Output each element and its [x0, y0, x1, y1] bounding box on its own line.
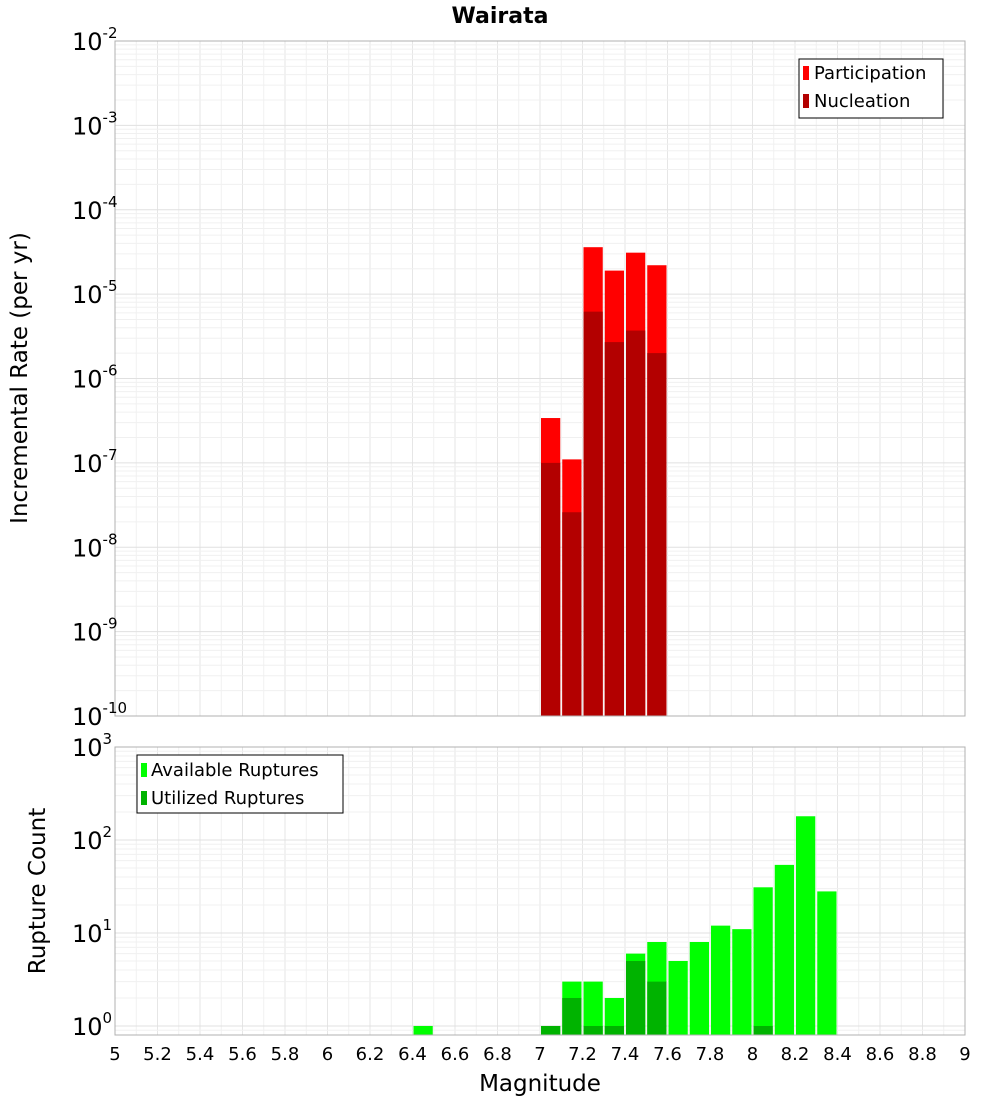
- count-panel: 103 102 101 100 5 5.2 5.4 5.6 5.8 6 6.2 6.4 6.6 6.8 7…: [25, 730, 971, 1097]
- count-bars: [413, 816, 837, 1035]
- rate-gridlines: [114, 40, 966, 717]
- rate-y-tick-label: 10-3: [72, 108, 118, 140]
- available-ruptures-bar: [604, 997, 624, 1035]
- utilized-ruptures-bar: [626, 960, 646, 1035]
- chart-title: Wairata: [452, 4, 549, 29]
- rate-y-tick-label: 10-7: [72, 446, 118, 478]
- count-y-tick-label: 102: [72, 823, 112, 855]
- magnitude-x-tick-label: 8.2: [781, 1044, 810, 1065]
- magnitude-x-axis-label: Magnitude: [479, 1071, 601, 1097]
- nucleation-legend-swatch: [803, 94, 809, 108]
- rate-y-tick-label: 10-9: [72, 615, 118, 647]
- available-ruptures-bar: [413, 1025, 433, 1035]
- magnitude-x-tick-label: 5.6: [228, 1044, 257, 1065]
- count-legend: Available Ruptures Utilized Ruptures: [136, 754, 344, 814]
- magnitude-x-tick-label: 5.4: [186, 1044, 215, 1065]
- rate-y-tick-label: 10-6: [72, 362, 118, 394]
- utilized-legend-label: Utilized Ruptures: [151, 788, 304, 809]
- utilized-ruptures-bar: [604, 1025, 624, 1035]
- rate-plot-frame: [114, 40, 966, 717]
- utilized-ruptures-bar: [541, 1025, 561, 1035]
- nucleation-bar: [604, 342, 624, 716]
- nucleation-bar: [626, 330, 646, 716]
- magnitude-x-tick-label: 6.2: [356, 1044, 385, 1065]
- rate-bars: [541, 247, 667, 716]
- available-ruptures-bar: [732, 929, 752, 1035]
- count-y-tick-label: 103: [72, 730, 112, 762]
- magnitude-x-tick-label: 7: [534, 1044, 545, 1065]
- count-plot-frame: [114, 746, 966, 1036]
- rate-y-tick-label: 10-8: [72, 530, 118, 562]
- magnitude-x-tick-label: 8.8: [908, 1044, 937, 1065]
- rate-legend: Participation Nucleation: [798, 58, 944, 119]
- magnitude-x-tick-label: 6.8: [483, 1044, 512, 1065]
- count-y-axis-label: Rupture Count: [25, 808, 51, 974]
- magnitude-x-tick-labels: 5 5.2 5.4 5.6 5.8 6 6.2 6.4 6.6 6.8 7 7.2 7.4 7.6 7.8 8…: [109, 1044, 970, 1065]
- nucleation-bar: [562, 512, 582, 716]
- rate-y-tick-label: 10-5: [72, 277, 118, 309]
- magnitude-x-tick-label: 7.4: [611, 1044, 640, 1065]
- rate-legend-box: [798, 58, 944, 119]
- utilized-legend-swatch: [141, 791, 147, 805]
- utilized-ruptures-bar: [562, 997, 582, 1035]
- magnitude-x-tick-label: 7.2: [568, 1044, 597, 1065]
- rate-panel: 10-2 10-3 10-4 10-5 10-6 10-7 10-8 10-9 10-10 In…: [7, 24, 966, 731]
- magnitude-x-tick-label: 6.6: [441, 1044, 470, 1065]
- available-legend-swatch: [141, 763, 147, 777]
- available-ruptures-bar: [711, 925, 731, 1035]
- magnitude-x-tick-label: 8.6: [866, 1044, 895, 1065]
- count-y-tick-labels: 103 102 101 100: [72, 730, 112, 1041]
- magnitude-x-tick-label: 6.4: [398, 1044, 427, 1065]
- count-y-tick-label: 100: [72, 1009, 112, 1041]
- available-ruptures-bar: [774, 864, 794, 1035]
- available-ruptures-bar: [796, 816, 816, 1035]
- magnitude-x-tick-label: 7.6: [653, 1044, 682, 1065]
- count-legend-box: [136, 754, 344, 814]
- rate-y-tick-label: 10-4: [72, 193, 118, 225]
- participation-legend-label: Participation: [814, 63, 926, 84]
- rate-y-tick-label: 10-2: [72, 24, 118, 56]
- participation-legend-swatch: [803, 66, 809, 80]
- magnitude-x-tick-label: 8: [747, 1044, 758, 1065]
- magnitude-x-tick-label: 8.4: [823, 1044, 852, 1065]
- available-ruptures-bar: [583, 981, 603, 1035]
- magnitude-x-tick-label: 5.8: [271, 1044, 300, 1065]
- utilized-ruptures-bar: [647, 981, 667, 1035]
- available-legend-label: Available Ruptures: [151, 760, 319, 781]
- magnitude-x-tick-label: 7.8: [696, 1044, 725, 1065]
- nucleation-bar: [647, 353, 667, 716]
- magnitude-x-tick-label: 5: [109, 1044, 120, 1065]
- rate-y-tick-label: 10-10: [72, 699, 127, 731]
- available-ruptures-bar: [753, 887, 773, 1035]
- magnitude-x-tick-label: 9: [959, 1044, 970, 1065]
- available-ruptures-bar: [817, 891, 837, 1035]
- nucleation-legend-label: Nucleation: [814, 91, 910, 112]
- available-ruptures-bar: [668, 960, 688, 1035]
- count-y-tick-label: 101: [72, 916, 112, 948]
- magnitude-x-tick-label: 5.2: [143, 1044, 172, 1065]
- magnitude-x-tick-label: 6: [322, 1044, 333, 1065]
- utilized-ruptures-bar: [753, 1025, 773, 1035]
- nucleation-bar: [541, 462, 561, 716]
- rate-y-tick-labels: 10-2 10-3 10-4 10-5 10-6 10-7 10-8 10-9 10-10: [72, 24, 127, 731]
- nucleation-bar: [583, 311, 603, 716]
- available-ruptures-bar: [689, 942, 709, 1035]
- rate-y-axis-label: Incremental Rate (per yr): [7, 232, 33, 524]
- utilized-ruptures-bar: [583, 1025, 603, 1035]
